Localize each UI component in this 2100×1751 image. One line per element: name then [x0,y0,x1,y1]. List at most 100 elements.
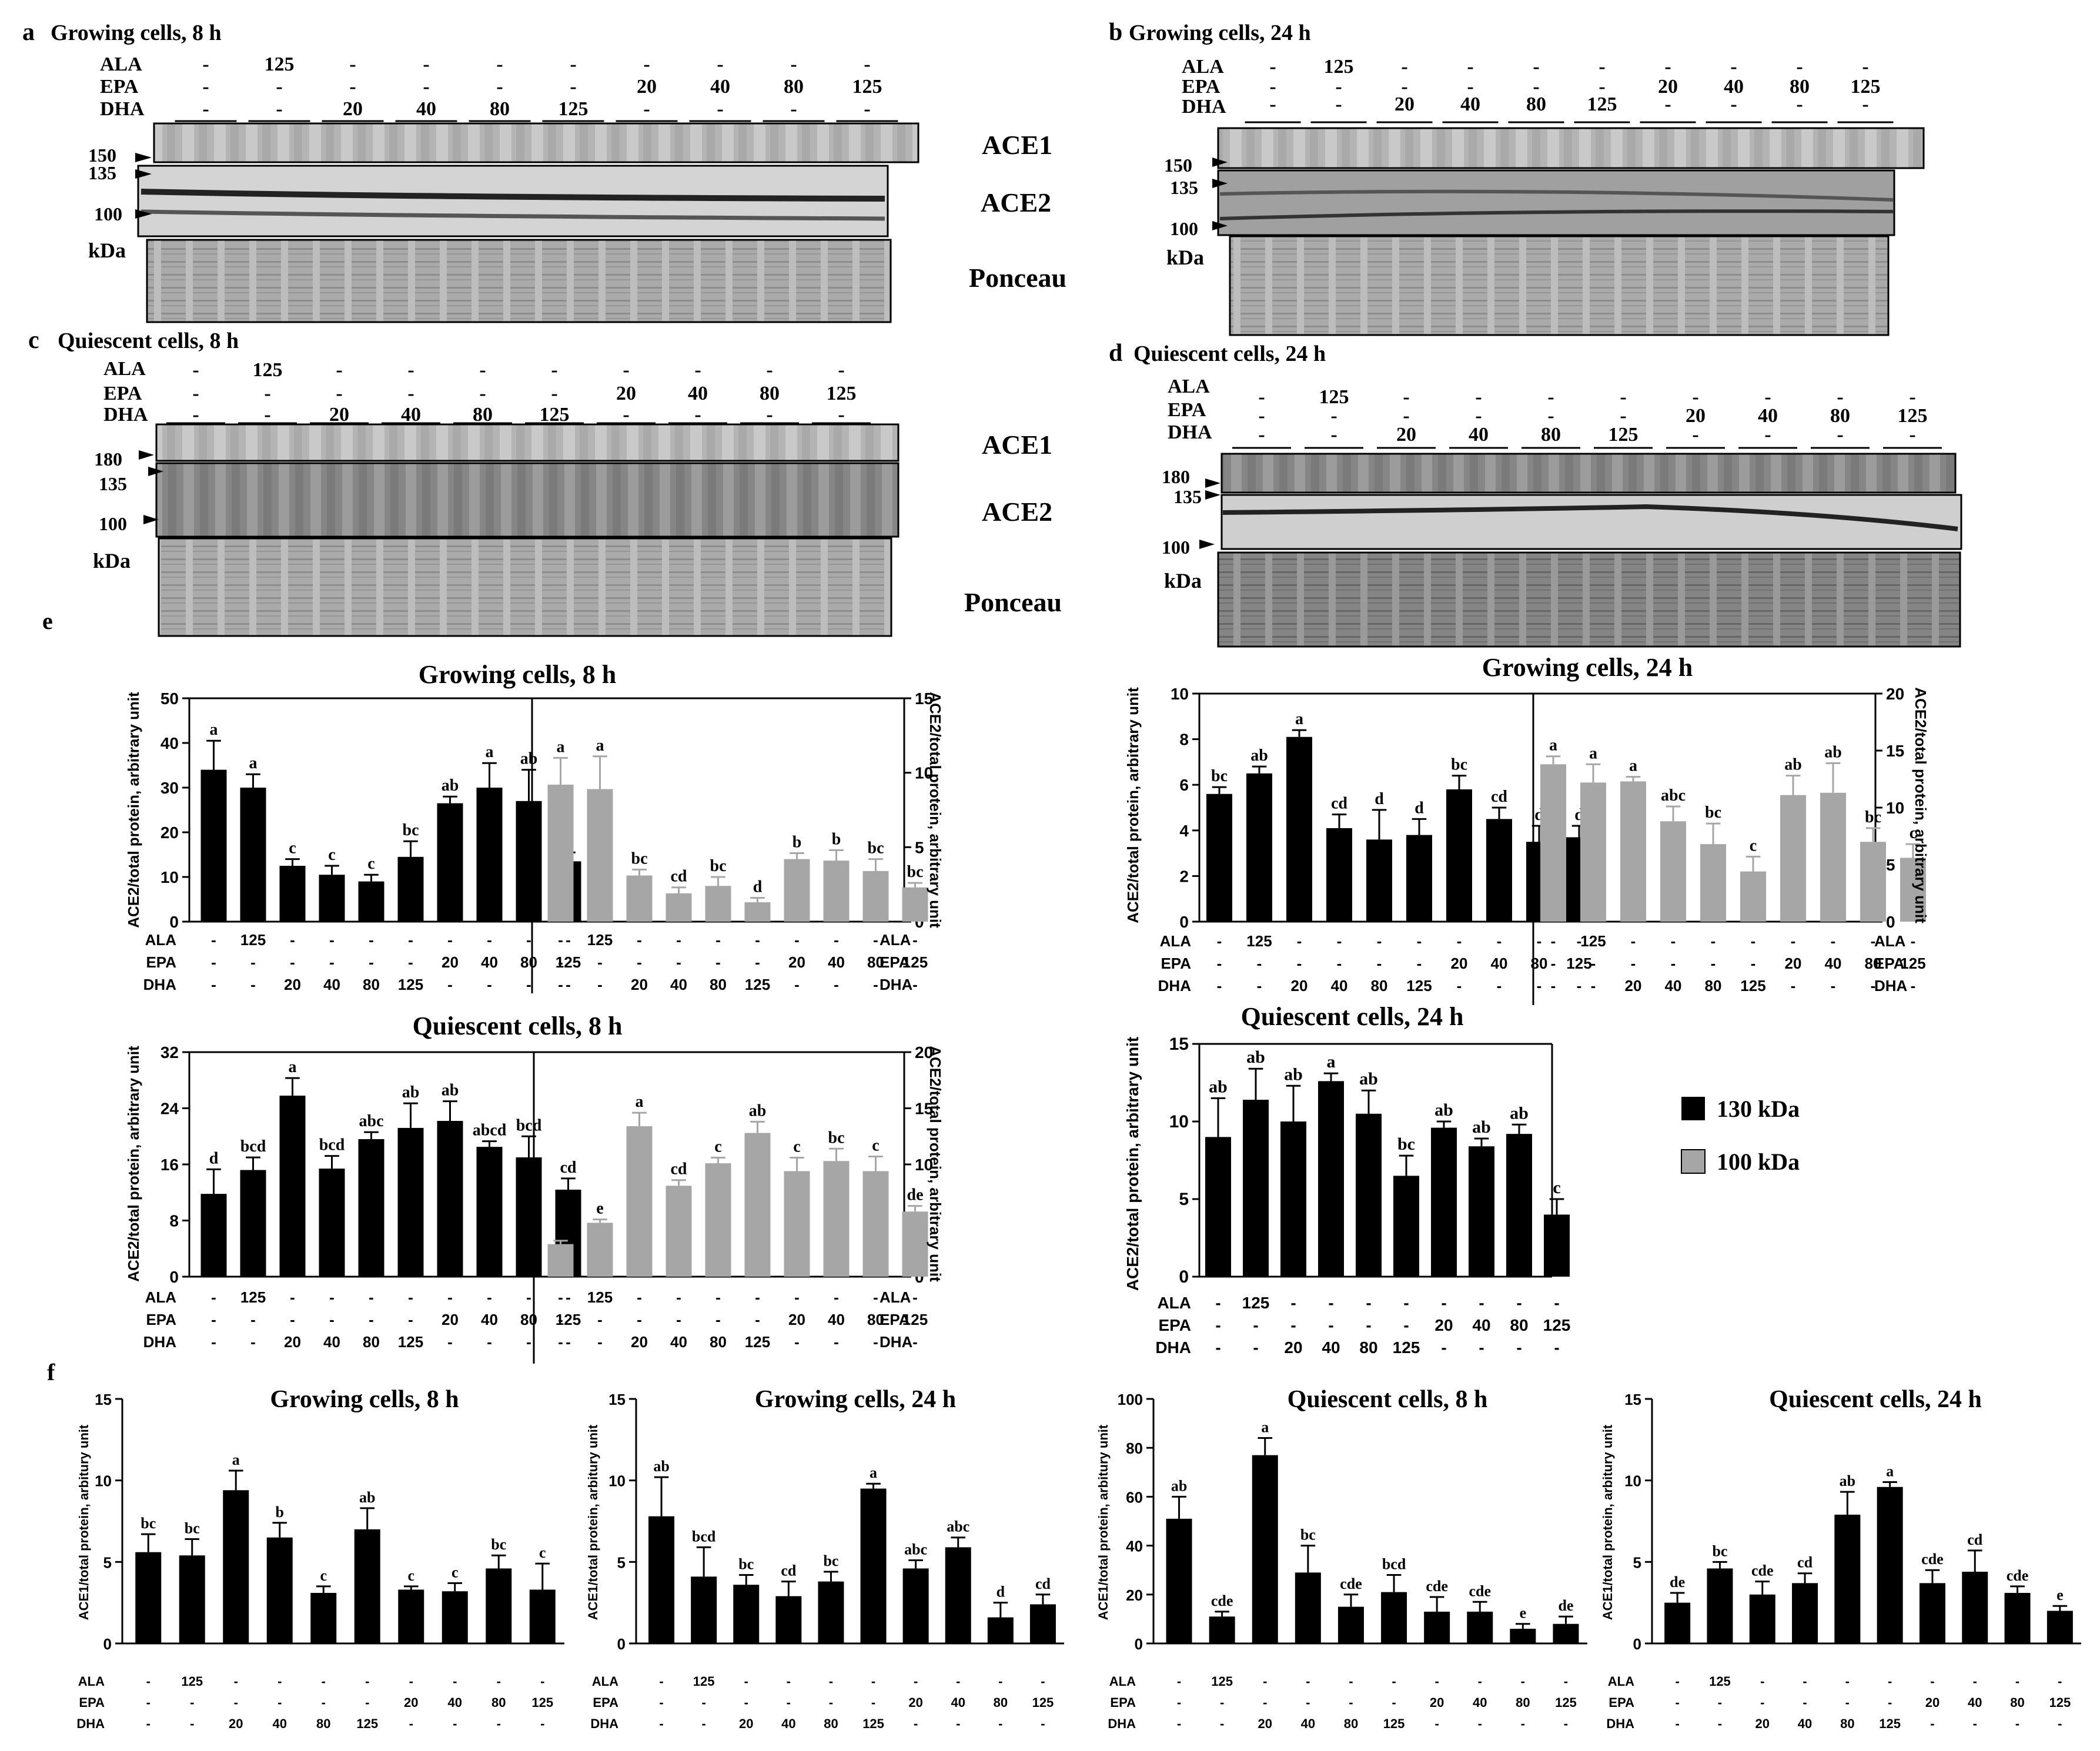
chart-title: Quiescent cells, 8 h [413,1012,623,1040]
blot-lane-dha: - [1764,424,1771,446]
y-tick-label: 5 [1179,1190,1189,1209]
bar [818,1581,844,1643]
blot-lane-ala: 125 [265,53,295,75]
blot-lane-dha: - [1692,424,1698,446]
sig-label: a [289,1058,297,1076]
treatment-value: - [1337,932,1342,950]
treatment-value: - [369,1288,374,1306]
y-tick-label: 10 [1171,685,1189,703]
treatment-value: 80 [1359,1338,1377,1357]
treatment-value: - [914,1674,918,1689]
treatment-value: - [1551,977,1556,995]
bar [1366,839,1392,922]
blot-lane-epa: - [551,383,557,404]
treatment-value: 80 [710,1333,727,1351]
treatment-value: 20 [1434,1316,1453,1334]
treatment-value: - [1290,1294,1296,1312]
treatment-value: - [1220,1716,1224,1731]
treatment-value: - [1306,1695,1310,1710]
sig-label: ab [1250,746,1268,765]
sig-label: ab [1209,1077,1228,1096]
bar [319,1169,345,1277]
treatment-value: - [1871,932,1876,950]
treatment-value: 40 [481,953,498,971]
sig-label: b [792,833,802,851]
treatment-value: 125 [1393,1338,1420,1357]
y-tick-label: 16 [160,1156,179,1174]
sig-label: bc [141,1515,156,1532]
y-tick-label-right: 10 [915,764,933,782]
treatment-value: 125 [1555,1695,1577,1710]
blot-lane-ala: - [1599,56,1605,78]
bar [397,1127,424,1277]
treatment-value: - [1631,932,1636,950]
treatment-value: - [408,931,413,949]
bar [516,1157,542,1277]
sig-label: bc [828,1129,845,1147]
sig-label: ab [1840,1472,1855,1489]
treatment-value: - [1551,955,1556,972]
blot-lane-epa: 40 [1724,76,1744,98]
bar [358,881,384,922]
treatment-value: 20 [1785,955,1802,972]
treatment-value: 125 [1879,1716,1901,1731]
y-tick-label: 5 [103,1554,112,1571]
blot-lane-ala: - [479,359,486,381]
chart-title: Quiescent cells, 8 h [1288,1386,1488,1413]
treatment-value: - [408,953,413,971]
ace1-blot-a [153,122,919,163]
treatment-value: - [912,931,918,949]
y-tick-label-right: 15 [915,689,933,708]
treatment-value: - [794,976,800,993]
kda-label-c: kDa [93,549,131,572]
treatment-value: 40 [1798,1716,1812,1731]
treatment-value: - [1718,1695,1722,1710]
blot-lane-dha: - [766,404,773,426]
row-label-right-ala: ALA [1874,932,1906,950]
treatment-value: - [329,1311,335,1328]
sig-label: cd [1035,1575,1051,1592]
blot-lane-ala: - [1862,56,1868,78]
bar [733,1585,760,1643]
treatment-value: - [1417,955,1422,972]
treatment-value: 80 [491,1695,506,1710]
sig-label: bc [710,857,727,875]
sig-label: b [276,1504,284,1521]
treatment-value: - [873,1333,878,1351]
blot-lane-ala: - [1547,386,1554,408]
bar [1446,789,1472,922]
treatment-value: 40 [828,1311,845,1328]
treatment-value: - [1675,1695,1679,1710]
sig-label: e [2056,1586,2064,1603]
treatment-value: 40 [481,1311,498,1328]
sig-label: abc [904,1541,927,1558]
treatment-value: - [1217,932,1222,950]
treatment-value: 40 [1968,1695,1982,1710]
marker-d-100: 100 [1162,537,1190,558]
treatment-value: 80 [824,1716,838,1731]
treatment-value: 80 [1510,1316,1528,1334]
treatment-value: 80 [316,1716,330,1731]
blot-lane-ala: - [1664,56,1671,78]
treatment-value: 125 [556,953,581,971]
treatment-value: 40 [828,953,845,971]
bar [784,1171,810,1277]
blot-lane-epa: 20 [1686,405,1706,427]
sig-label: ab [1171,1477,1187,1494]
ponceau-blot-d [1217,551,1961,648]
treatment-value: - [558,976,563,993]
bar [310,1593,337,1643]
treatment-value: - [1577,932,1582,950]
treatment-value: 80 [1531,955,1548,972]
treatment-value: - [566,1333,571,1351]
ponceau-label-a: Ponceau [969,263,1066,293]
blot-lane-dha: - [838,404,844,426]
blot-lane-epa: - [1599,76,1605,98]
treatment-value: - [409,1716,413,1731]
treatment-value: - [1257,977,1262,995]
bar [705,1163,731,1277]
treatment-value: 125 [693,1674,715,1689]
treatment-value: - [1297,955,1302,972]
bar [666,893,692,922]
sig-label: bcd [1382,1556,1406,1573]
